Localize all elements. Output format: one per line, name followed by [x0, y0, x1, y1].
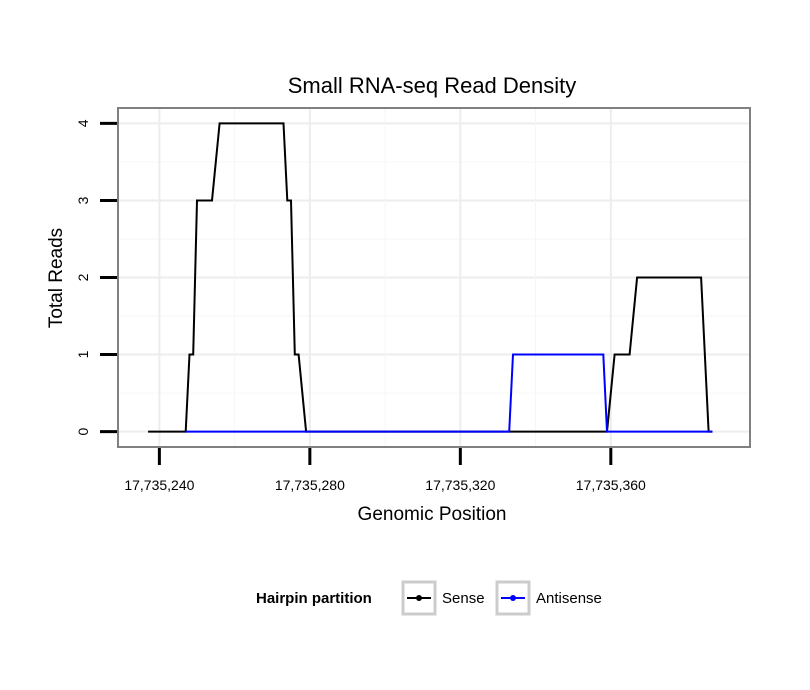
series-layer [148, 122, 713, 433]
plot-border [117, 107, 751, 448]
y-tick-label: 2 [75, 273, 91, 281]
series-line-antisense [185, 353, 713, 433]
series-line-sense [148, 122, 713, 433]
x-tick-label: 17,735,240 [124, 477, 194, 493]
x-tick-label: 17,735,360 [576, 477, 646, 493]
legend-label-sense: Sense [442, 590, 485, 607]
y-tick-label: 3 [75, 196, 91, 204]
x-tick-label: 17,735,320 [425, 477, 495, 493]
legend-title: Hairpin partition [256, 590, 372, 607]
x-tick-label: 17,735,280 [275, 477, 345, 493]
legend-label-antisense: Antisense [536, 590, 602, 607]
y-tick-label: 4 [75, 119, 91, 127]
x-axis: 17,735,240 17,735,280 17,735,320 17,735,360 [124, 448, 646, 493]
chart-title: Small RNA-seq Read Density [288, 73, 577, 98]
legend-key-dot-sense [416, 595, 422, 601]
legend-key-dot-antisense [510, 595, 516, 601]
y-axis-title: Total Reads [46, 228, 67, 328]
y-tick-label: 0 [75, 427, 91, 435]
x-axis-title: Genomic Position [358, 504, 507, 525]
legend: Hairpin partition Sense Antisense [256, 580, 602, 616]
grid [118, 108, 750, 447]
y-tick-label: 1 [75, 350, 91, 358]
y-axis: 0 1 2 3 4 [75, 119, 117, 435]
